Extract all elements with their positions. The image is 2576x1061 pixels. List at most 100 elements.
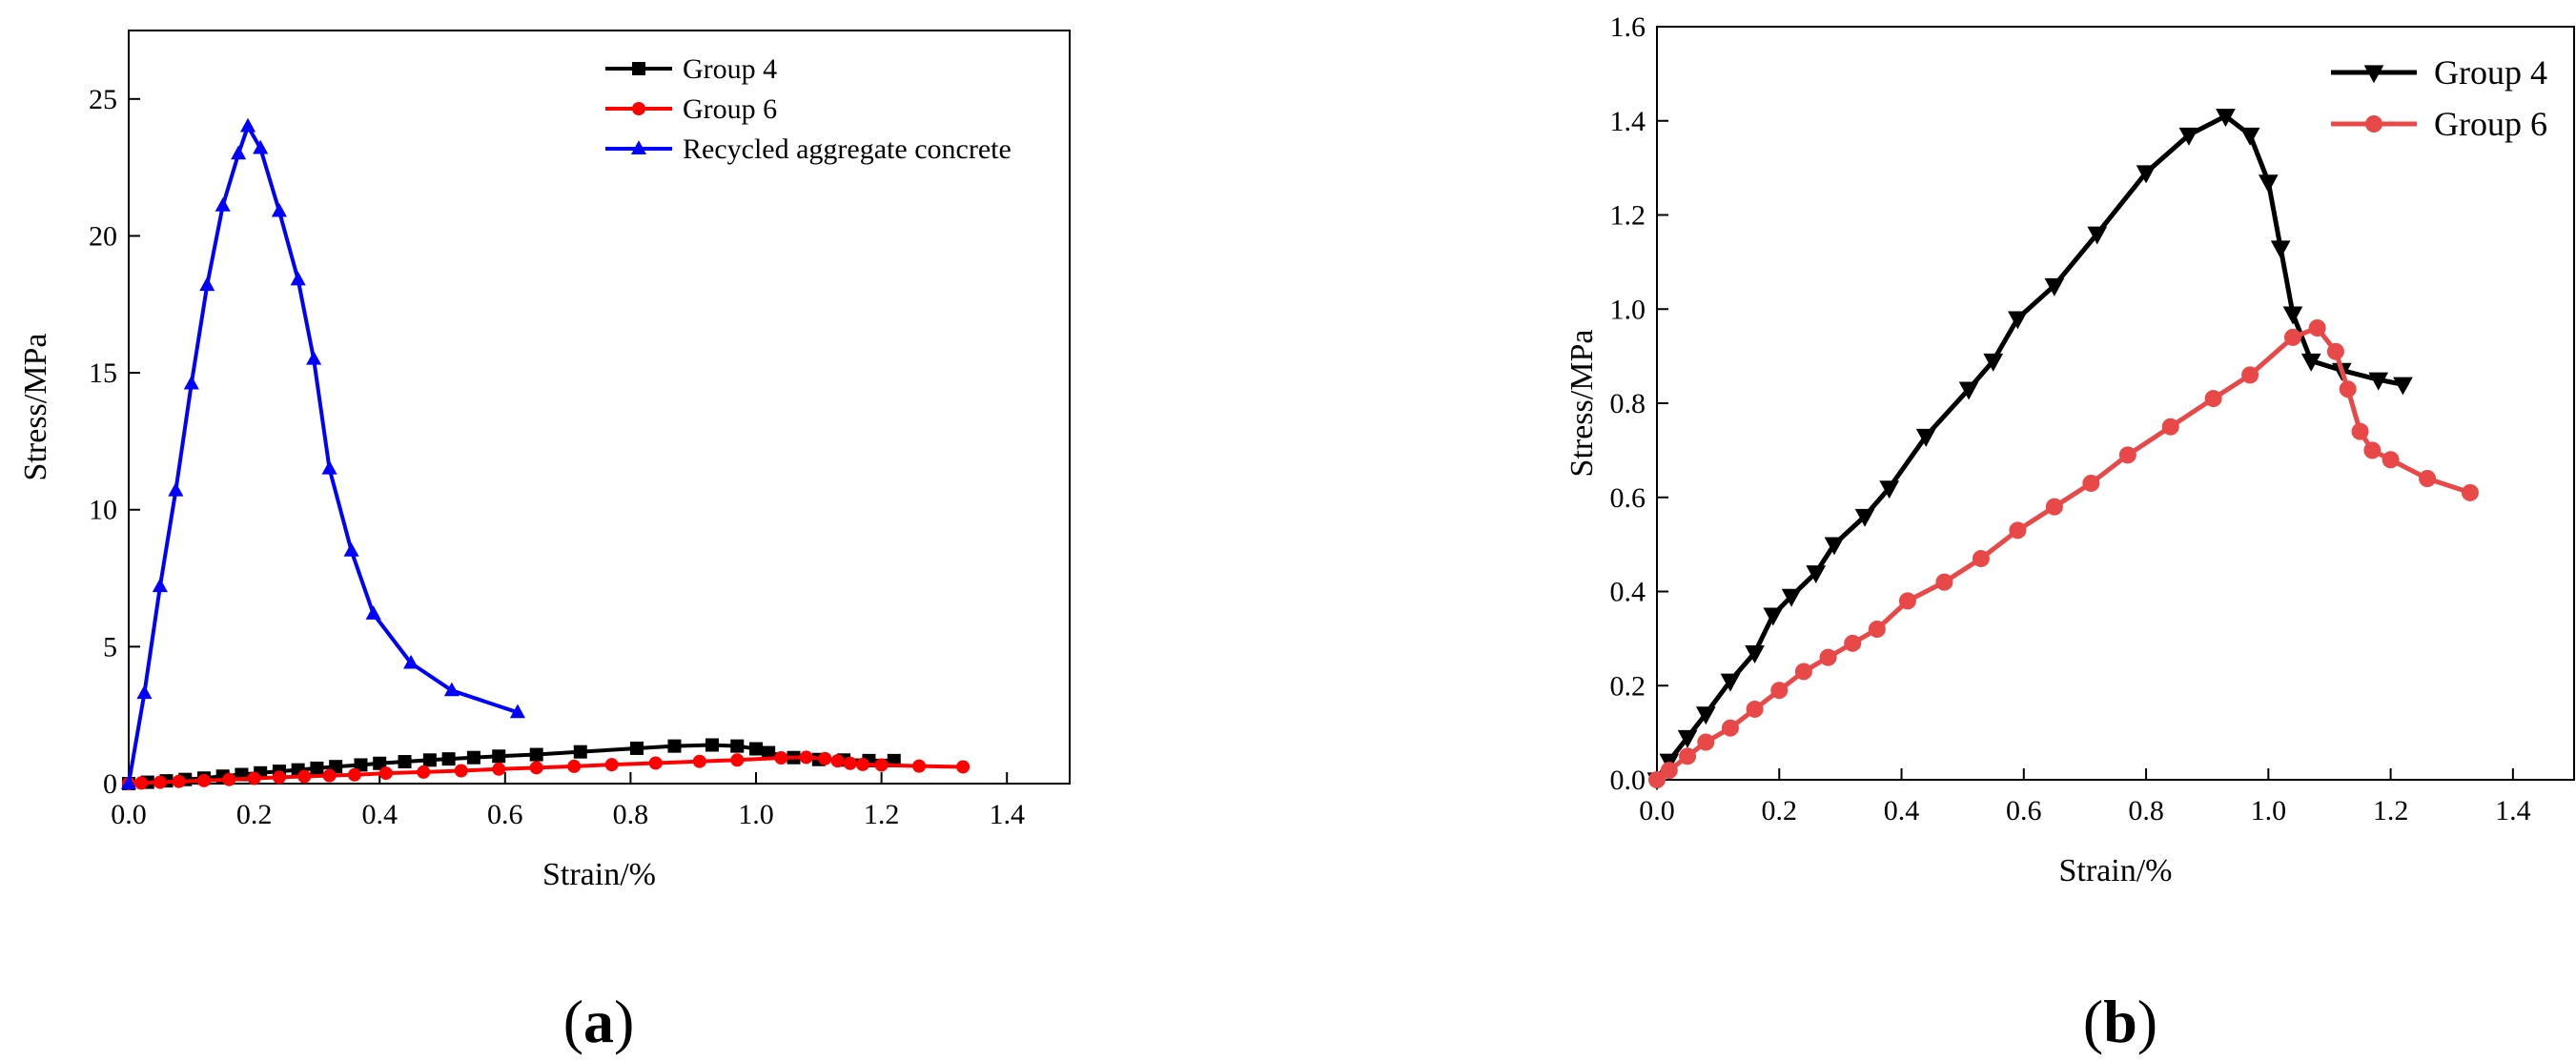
x-tick-label: 1.4 xyxy=(989,799,1025,830)
legend-marker xyxy=(2363,65,2384,84)
data-point xyxy=(134,776,149,790)
data-point xyxy=(730,739,745,753)
data-point xyxy=(1824,537,1845,556)
data-point xyxy=(2339,380,2357,398)
data-point xyxy=(830,754,845,768)
y-axis-label: Stress/MPa xyxy=(1564,330,1600,478)
data-point xyxy=(239,117,256,133)
data-point xyxy=(1806,565,1827,583)
data-point xyxy=(1958,381,1979,400)
data-point xyxy=(2326,342,2344,360)
data-point xyxy=(730,753,745,767)
data-point xyxy=(1794,663,1812,681)
y-tick-label: 1.6 xyxy=(1610,11,1646,43)
data-point xyxy=(1697,733,1715,751)
data-point xyxy=(2241,366,2259,384)
data-point xyxy=(222,772,236,786)
data-point xyxy=(347,767,361,782)
data-point xyxy=(629,741,644,755)
data-point xyxy=(1763,607,1784,626)
data-point xyxy=(441,752,456,766)
legend-entry: Group 6 xyxy=(683,93,777,125)
data-point xyxy=(2351,422,2369,440)
x-tick-label: 0.0 xyxy=(1639,795,1675,826)
data-point xyxy=(749,742,763,756)
x-axis-label: Strain/% xyxy=(542,857,656,892)
data-point xyxy=(2087,226,2108,245)
data-point xyxy=(136,684,153,700)
data-point xyxy=(321,459,337,475)
data-point xyxy=(2118,446,2136,464)
series-1 xyxy=(122,738,901,790)
data-point xyxy=(290,271,306,286)
data-point xyxy=(2363,441,2382,459)
data-point xyxy=(322,768,337,783)
data-point xyxy=(1677,729,1698,748)
data-point xyxy=(692,754,706,768)
data-point xyxy=(1915,428,1936,447)
chart-a: 0.0 0.2 0.4 0.6 0.8 1.0 1.2 1.4 0 5 10 15 20 25 Strain… xyxy=(18,30,1071,1055)
x-tick-label: 1.4 xyxy=(2495,795,2531,826)
data-point xyxy=(705,738,719,752)
data-point xyxy=(492,749,506,764)
data-point xyxy=(153,775,167,789)
legend-entry: Group 4 xyxy=(2434,53,2547,92)
data-point xyxy=(2008,311,2028,330)
data-point xyxy=(2239,127,2260,146)
legend-marker xyxy=(630,140,647,154)
y-tick-label: 25 xyxy=(89,84,117,115)
data-point xyxy=(509,704,526,719)
data-point xyxy=(843,756,857,770)
data-point xyxy=(1819,648,1837,666)
data-point xyxy=(2419,470,2437,487)
x-tick-label: 0.8 xyxy=(2128,795,2164,826)
legend-marker xyxy=(632,62,645,75)
data-point xyxy=(215,197,231,212)
data-point xyxy=(253,139,269,154)
x-tick-label: 1.0 xyxy=(2251,795,2287,826)
data-point xyxy=(152,578,168,593)
x-tick-label: 1.2 xyxy=(2373,795,2409,826)
data-point xyxy=(762,745,776,760)
data-point xyxy=(1972,549,1990,567)
data-point xyxy=(1854,508,1875,527)
data-point xyxy=(417,765,431,779)
x-tick-label: 0.6 xyxy=(2006,795,2042,826)
data-point xyxy=(1770,682,1789,700)
data-point xyxy=(373,756,387,770)
data-point xyxy=(2045,498,2063,516)
data-point xyxy=(247,771,261,786)
data-point xyxy=(667,739,682,753)
legend-entry: Recycled aggregate concrete xyxy=(683,133,1012,165)
data-point xyxy=(2204,390,2222,408)
data-point xyxy=(818,751,832,765)
data-point xyxy=(1983,353,2004,372)
data-point xyxy=(874,758,889,772)
legend-marker xyxy=(632,102,645,115)
data-point xyxy=(1746,700,1764,718)
data-point xyxy=(1721,719,1739,737)
data-point xyxy=(2009,521,2027,540)
data-point xyxy=(855,757,869,771)
legend-entry: Group 6 xyxy=(2434,105,2547,143)
data-point xyxy=(403,654,419,669)
data-point xyxy=(183,375,199,390)
x-tick-label: 1.0 xyxy=(738,799,774,830)
series-2 xyxy=(1648,319,2479,788)
y-tick-label: 10 xyxy=(89,495,117,526)
data-point xyxy=(297,769,312,784)
data-point xyxy=(310,761,324,775)
data-point xyxy=(443,682,460,697)
y-tick-label: 5 xyxy=(103,631,117,663)
data-point xyxy=(398,755,412,769)
data-point xyxy=(1648,771,1666,788)
legend: Group 4 Group 6 Recycled aggregate concret… xyxy=(605,53,1012,165)
data-point xyxy=(2270,240,2291,259)
y-tick-label: 0.6 xyxy=(1610,482,1646,514)
data-point xyxy=(168,481,184,497)
x-tick-label: 0.2 xyxy=(1762,795,1798,826)
data-point xyxy=(231,145,247,160)
y-axis-label: Stress/MPa xyxy=(18,334,53,481)
data-point xyxy=(2461,483,2479,501)
